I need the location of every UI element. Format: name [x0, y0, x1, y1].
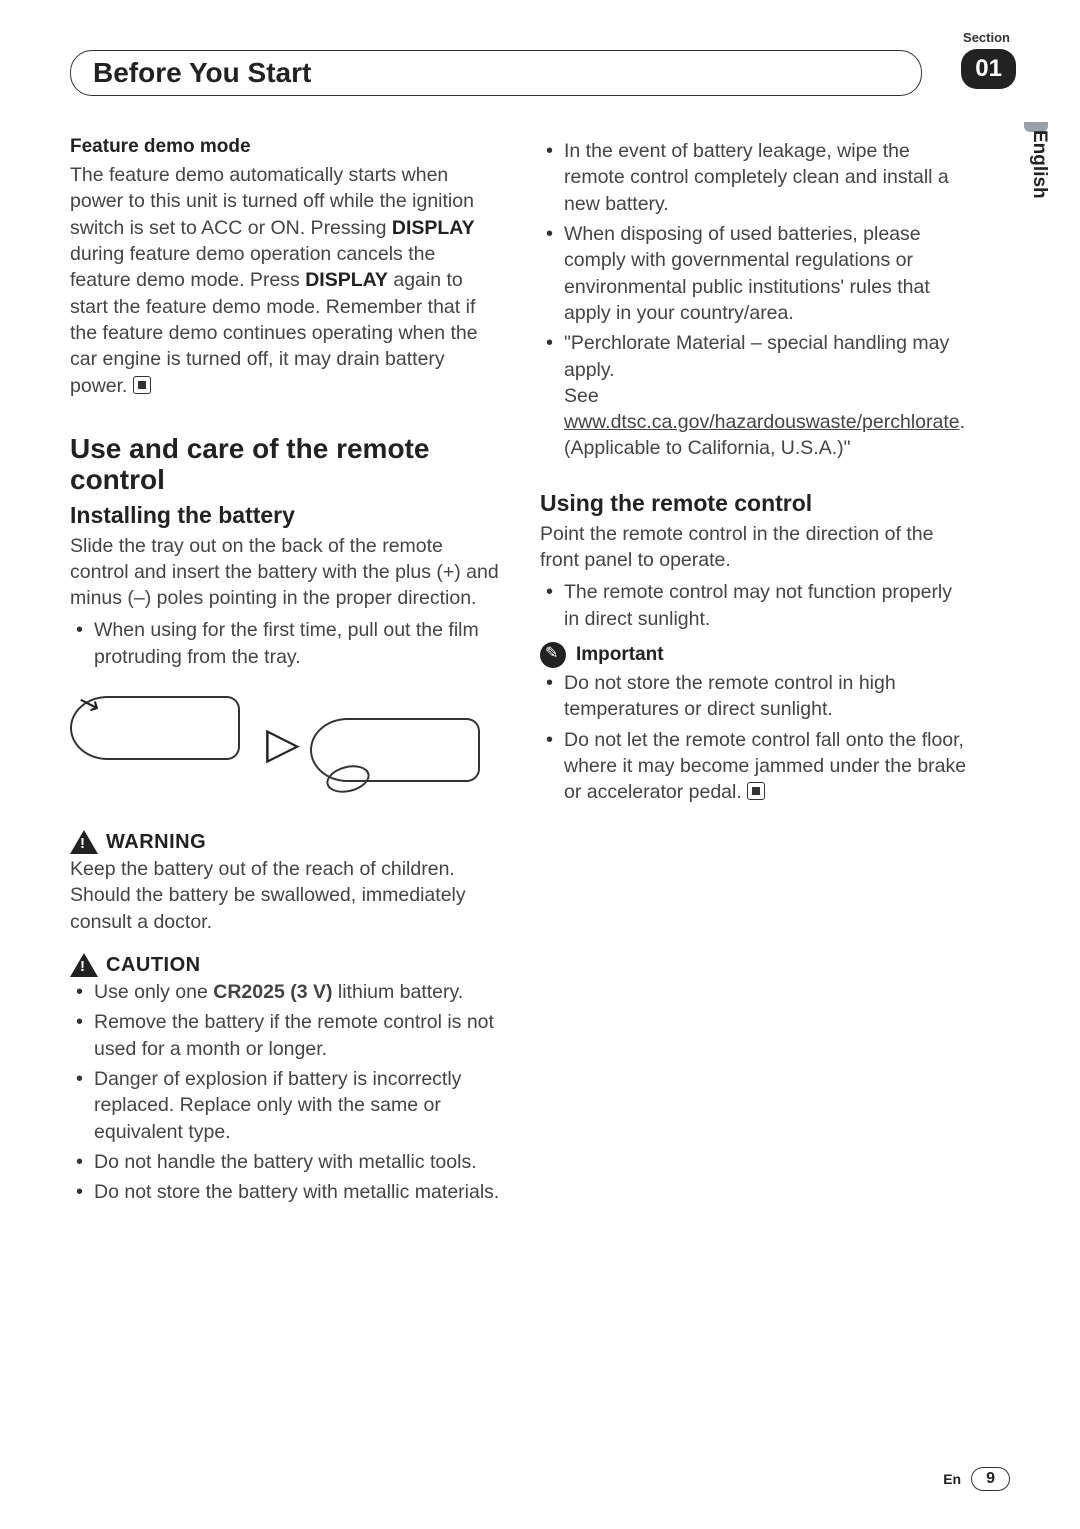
- list-item: Danger of explosion if battery is incorr…: [70, 1066, 500, 1145]
- list-item: "Perchlorate Material – special handling…: [540, 330, 970, 462]
- installing-heading: Installing the battery: [70, 502, 500, 529]
- list-item: When disposing of used batteries, please…: [540, 221, 970, 326]
- display-button-label: DISPLAY: [392, 217, 475, 239]
- chevron-right-icon: ▷: [266, 718, 300, 769]
- section-number-badge: 01: [961, 49, 1016, 89]
- warning-label: WARNING: [106, 831, 206, 854]
- list-item: Do not let the remote control fall onto …: [540, 727, 970, 806]
- page-number: 9: [971, 1467, 1010, 1491]
- right-column: In the event of battery leakage, wipe th…: [540, 136, 970, 1210]
- display-button-label: DISPLAY: [305, 269, 388, 291]
- list-item: When using for the first time, pull out …: [70, 617, 500, 670]
- battery-illustration: ↘ ▷: [70, 688, 500, 808]
- caution-triangle-icon: [70, 953, 98, 977]
- caution-row: CAUTION: [70, 953, 500, 977]
- footer: En 9: [943, 1467, 1010, 1491]
- top-right-bullets: In the event of battery leakage, wipe th…: [540, 138, 970, 462]
- list-item: The remote control may not function prop…: [540, 579, 970, 632]
- list-item: Do not store the battery with metallic m…: [70, 1179, 500, 1205]
- text: Do not let the remote control fall onto …: [564, 729, 966, 804]
- language-tab: English: [1028, 130, 1050, 199]
- list-item: Do not store the remote control in high …: [540, 670, 970, 723]
- using-remote-heading: Using the remote control: [540, 490, 970, 517]
- important-icon: [540, 642, 566, 668]
- using-remote-bullets: The remote control may not function prop…: [540, 579, 970, 632]
- header-title-wrap: Before You Start: [70, 50, 922, 96]
- battery-model: CR2025 (3 V): [213, 981, 332, 1003]
- page-header: Section Before You Start 01: [70, 50, 1010, 96]
- installing-bullets: When using for the first time, pull out …: [70, 617, 500, 670]
- section-label: Section: [963, 30, 1010, 45]
- list-item: In the event of battery leakage, wipe th…: [540, 138, 970, 217]
- header-title: Before You Start: [93, 57, 899, 89]
- footer-lang: En: [943, 1471, 961, 1487]
- using-remote-paragraph: Point the remote control in the directio…: [540, 521, 970, 574]
- caution-bullets: Use only one CR2025 (3 V) lithium batter…: [70, 979, 500, 1206]
- left-column: Feature demo mode The feature demo autom…: [70, 136, 500, 1210]
- end-section-icon: [747, 782, 765, 800]
- warning-triangle-icon: [70, 830, 98, 854]
- text: lithium battery.: [332, 981, 463, 1003]
- important-bullets: Do not store the remote control in high …: [540, 670, 970, 806]
- list-item: Use only one CR2025 (3 V) lithium batter…: [70, 979, 500, 1005]
- list-item: Remove the battery if the remote control…: [70, 1009, 500, 1062]
- text: See: [564, 385, 599, 407]
- warning-row: WARNING: [70, 830, 500, 854]
- perchlorate-link[interactable]: www.dtsc.ca.gov/hazardouswaste/perchlora…: [564, 411, 960, 433]
- text: Use only one: [94, 981, 213, 1003]
- important-label: Important: [576, 644, 664, 666]
- feature-demo-paragraph: The feature demo automatically starts wh…: [70, 162, 500, 399]
- end-section-icon: [133, 376, 151, 394]
- installing-paragraph: Slide the tray out on the back of the re…: [70, 533, 500, 612]
- caution-label: CAUTION: [106, 954, 201, 977]
- warning-paragraph: Keep the battery out of the reach of chi…: [70, 856, 500, 935]
- list-item: Do not handle the battery with metallic …: [70, 1149, 500, 1175]
- use-care-heading: Use and care of the remote control: [70, 433, 500, 496]
- feature-demo-heading: Feature demo mode: [70, 136, 500, 158]
- important-row: Important: [540, 642, 970, 668]
- text: "Perchlorate Material – special handling…: [564, 332, 949, 380]
